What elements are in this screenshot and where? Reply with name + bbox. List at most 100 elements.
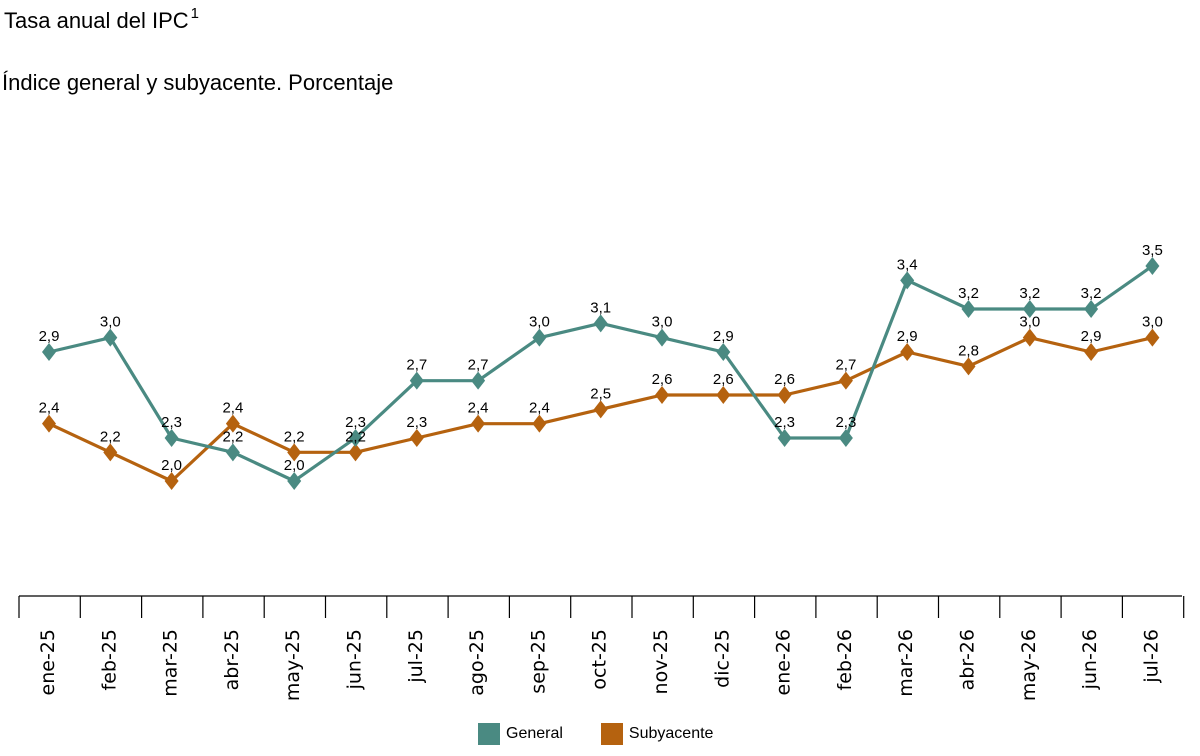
x-tick-label: may-26 [1018, 629, 1040, 701]
x-tick-label: mar-25 [160, 629, 182, 697]
x-tick-label: mar-26 [895, 629, 917, 697]
data-point-marker [348, 428, 363, 447]
data-point-marker [655, 385, 669, 404]
data-label: 2,7 [406, 357, 427, 374]
data-label: 3,2 [1019, 285, 1040, 302]
x-tick-label: oct-25 [589, 629, 611, 690]
data-label: 3,0 [652, 314, 673, 331]
data-point-marker [716, 343, 731, 361]
data-point-marker [348, 443, 363, 462]
data-label: 2,4 [468, 400, 489, 417]
data-label: 2,4 [529, 400, 550, 417]
data-label: 3,2 [958, 285, 979, 302]
data-label: 2,7 [835, 357, 856, 374]
x-tick-label: ene-26 [773, 629, 795, 695]
data-label: 3,4 [897, 256, 918, 273]
data-point-marker [471, 371, 486, 390]
data-label: 2,6 [774, 371, 795, 388]
data-label: 2,2 [100, 428, 121, 445]
data-point-marker [777, 428, 792, 447]
data-point-marker [471, 414, 486, 433]
data-label: 3,1 [590, 299, 611, 316]
x-tick-label: feb-26 [834, 629, 856, 690]
x-tick-label: jun-26 [1079, 629, 1101, 690]
data-point-marker [777, 385, 792, 404]
data-label: 2,9 [39, 328, 60, 345]
data-point-marker [532, 414, 547, 433]
series-subyacente [42, 328, 1160, 490]
data-point-marker [900, 271, 915, 290]
data-label: 2,4 [39, 400, 60, 417]
legend-swatch-general [478, 723, 500, 745]
legend-label-subyacente: Subyacente [628, 725, 714, 742]
data-label: 3,0 [100, 314, 121, 331]
data-point-marker [287, 443, 302, 462]
data-point-marker [42, 343, 56, 361]
series-general [42, 257, 1160, 490]
data-point-marker [42, 414, 56, 433]
data-label: 2,2 [284, 428, 305, 445]
data-point-marker [961, 357, 976, 376]
data-point-marker [1084, 300, 1099, 319]
data-point-marker [593, 314, 608, 333]
data-point-marker [593, 400, 608, 419]
data-label: 3,0 [529, 314, 550, 331]
data-point-marker [900, 343, 915, 361]
data-point-marker [838, 371, 853, 390]
data-label: 2,3 [161, 414, 182, 431]
data-point-marker [164, 428, 179, 447]
data-label: 2,3 [345, 414, 366, 431]
data-point-marker [287, 471, 302, 490]
x-tick-label: sep-25 [527, 629, 549, 694]
data-point-marker [1145, 257, 1160, 276]
data-point-marker [961, 300, 976, 319]
chart-title: Tasa anual del IPC 1 [4, 5, 200, 34]
data-label: 2,9 [713, 328, 734, 345]
data-label: 2,8 [958, 342, 979, 359]
data-point-marker [716, 385, 731, 404]
series-line [48, 264, 1154, 483]
x-tick-label: may-25 [282, 629, 304, 701]
x-tick-label: ene-25 [37, 629, 59, 695]
x-tick-label: feb-25 [98, 629, 120, 690]
data-label: 2,2 [222, 428, 243, 445]
x-tick-label: dic-25 [711, 629, 733, 688]
x-tick-label: jul-26 [1140, 629, 1162, 684]
data-label: 2,9 [897, 328, 918, 345]
x-tick-label: ago-25 [466, 629, 488, 696]
x-tick-label: nov-25 [650, 629, 672, 694]
data-label: 3,5 [1142, 242, 1163, 259]
chart-legend: General Subyacente [478, 723, 713, 745]
data-point-marker [103, 443, 118, 462]
data-point-marker [838, 428, 853, 447]
chart-subtitle: Índice general y subyacente. Porcentaje [2, 70, 394, 95]
data-label: 2,3 [835, 414, 856, 431]
chart-title-text: Tasa anual del IPC [4, 8, 189, 33]
data-label: 2,6 [713, 371, 734, 388]
data-point-marker [532, 328, 547, 347]
data-label: 2,7 [468, 357, 489, 374]
x-tick-label: jun-25 [344, 629, 366, 690]
data-point-marker [225, 443, 240, 462]
data-label: 2,3 [406, 414, 427, 431]
data-point-marker [225, 414, 240, 433]
legend-item-subyacente: Subyacente [600, 723, 714, 745]
data-label: 2,0 [161, 457, 182, 474]
data-label: 2,3 [774, 414, 795, 431]
data-label: 3,0 [1019, 314, 1040, 331]
legend-item-general: General [478, 723, 563, 745]
x-tick-label: abr-26 [957, 629, 979, 690]
data-point-marker [103, 328, 118, 347]
data-point-marker [409, 428, 424, 447]
data-label: 3,2 [1081, 285, 1102, 302]
data-point-marker [1022, 300, 1037, 319]
x-tick-label: abr-25 [221, 629, 243, 690]
legend-label-general: General [506, 725, 563, 742]
title-footnote: 1 [190, 5, 200, 22]
data-point-marker [164, 471, 179, 490]
data-point-marker [1084, 343, 1099, 361]
data-label: 2,6 [652, 371, 673, 388]
data-label: 2,0 [284, 457, 305, 474]
data-label: 2,2 [345, 428, 366, 445]
